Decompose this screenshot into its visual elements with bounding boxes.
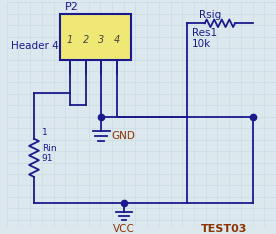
Text: Rin: Rin: [42, 144, 56, 154]
Text: GND: GND: [111, 131, 135, 141]
Text: 2: 2: [83, 36, 89, 45]
Text: 1: 1: [67, 36, 73, 45]
Text: 91: 91: [42, 154, 53, 163]
Text: TEST03: TEST03: [201, 224, 248, 234]
Text: Header 4: Header 4: [11, 41, 59, 51]
Text: 10k: 10k: [192, 39, 211, 48]
Text: P2: P2: [65, 2, 79, 12]
Text: Res1: Res1: [192, 28, 217, 38]
Text: 3: 3: [98, 36, 104, 45]
Text: 1: 1: [42, 128, 47, 137]
Text: VCC: VCC: [113, 224, 135, 234]
Text: Rsig: Rsig: [199, 11, 221, 20]
FancyBboxPatch shape: [60, 14, 131, 59]
Text: 4: 4: [114, 36, 120, 45]
